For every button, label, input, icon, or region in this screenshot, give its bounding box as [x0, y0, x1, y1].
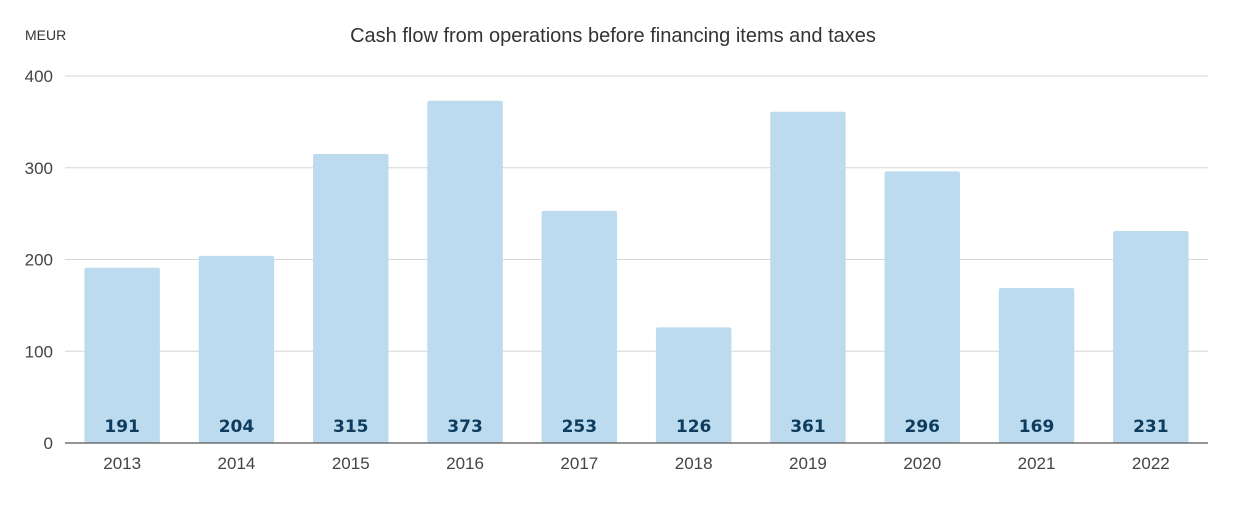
bar-2018	[655, 327, 732, 443]
data-label: 296	[905, 417, 941, 437]
data-label: 231	[1133, 417, 1169, 437]
x-tick-label: 2014	[218, 454, 256, 473]
bar-2014	[198, 255, 275, 443]
data-label: 373	[447, 417, 483, 437]
bars	[84, 100, 1189, 444]
x-tick-label: 2013	[103, 454, 141, 473]
data-label: 204	[219, 417, 255, 437]
x-tick-label: 2015	[332, 454, 370, 473]
x-tick-label: 2020	[903, 454, 941, 473]
x-tick-label: 2016	[446, 454, 484, 473]
bar-2013	[84, 267, 160, 443]
bar-2017	[541, 210, 618, 443]
data-label: 361	[790, 417, 826, 437]
y-tick-label: 400	[25, 67, 53, 86]
bar-2019	[770, 111, 846, 443]
x-tick-label: 2018	[675, 454, 713, 473]
bar-2021	[998, 287, 1075, 443]
chart-title: Cash flow from operations before financi…	[350, 25, 876, 47]
data-label: 169	[1019, 417, 1055, 437]
bar-2022	[1113, 231, 1189, 443]
x-tick-label: 2017	[560, 454, 598, 473]
data-labels: 191 204 315 373 253 126 361 296 169 231	[104, 417, 1168, 437]
y-tick-label: 200	[25, 251, 53, 270]
y-tick-label: 100	[25, 342, 53, 361]
bar-2015	[313, 153, 389, 444]
axes: 0 100 200 300 400 2013 2014 2015 2016 2017 2018 201…	[25, 67, 1208, 473]
bar-2016	[427, 100, 503, 444]
x-tick-label: 2019	[789, 454, 827, 473]
data-label: 315	[333, 417, 369, 437]
bar-2020	[884, 171, 960, 444]
y-tick-label: 300	[25, 159, 53, 178]
data-label: 191	[104, 417, 140, 437]
y-tick-label: 0	[44, 434, 53, 453]
data-label: 253	[562, 417, 598, 437]
x-tick-label: 2022	[1132, 454, 1170, 473]
unit-label: MEUR	[25, 27, 66, 43]
x-tick-label: 2021	[1018, 454, 1056, 473]
data-label: 126	[676, 417, 712, 437]
